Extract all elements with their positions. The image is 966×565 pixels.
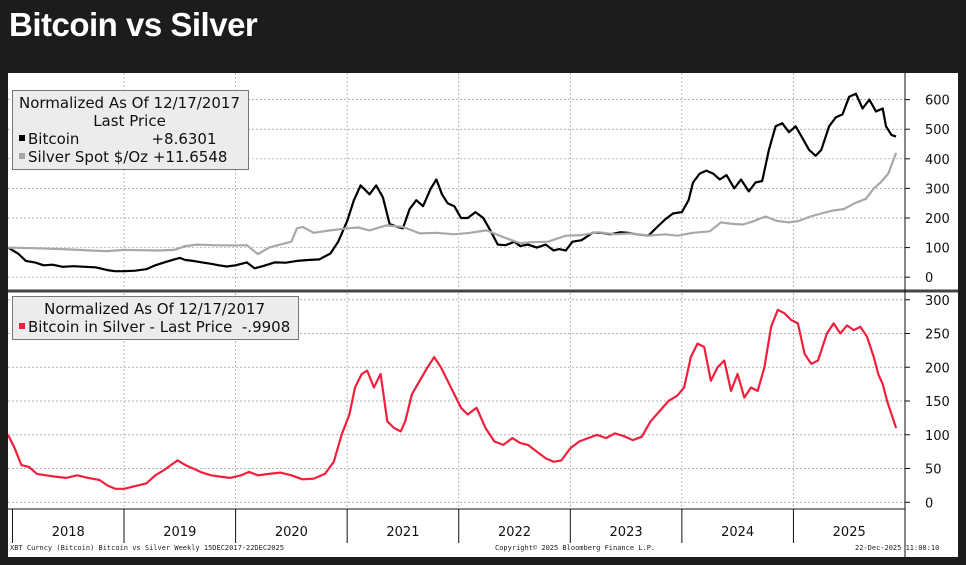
y-tick-label: 200: [925, 361, 950, 376]
bitcoin-swatch: [19, 134, 25, 141]
y-tick-label: 400: [925, 153, 950, 168]
x-tick-label: 2025: [833, 525, 866, 540]
legend-ratio: Bitcoin in Silver - Last Price -.9908: [19, 318, 290, 336]
x-tick-label: 2019: [163, 525, 196, 540]
y-tick-label: 0: [925, 496, 933, 511]
bottom-legend: Normalized As Of 12/17/2017 Bitcoin in S…: [12, 296, 300, 340]
legend-silver-label: Silver Spot $/Oz: [28, 148, 149, 166]
x-tick-label: 2022: [498, 525, 531, 540]
chart-frame: 0 100 200 300 400 500 600 0 50 100 150 200 250 300 201…: [8, 73, 958, 557]
silver-swatch: [19, 152, 25, 159]
y-tick-label: 600: [925, 94, 950, 109]
legend-bitcoin-label: Bitcoin: [28, 130, 80, 148]
top-legend: Normalized As Of 12/17/2017 Last Price B…: [12, 90, 249, 170]
x-tick-label: 2024: [721, 525, 754, 540]
chart-svg: 0 100 200 300 400 500 600 0 50 100 150 200 250 300 201…: [8, 73, 958, 557]
y-tick-label: 250: [925, 328, 950, 343]
y-tick-label: 200: [925, 212, 950, 227]
y-tick-label: 150: [925, 395, 950, 410]
x-tick-label: 2018: [52, 525, 85, 540]
series-line-bitcoin: [8, 92, 897, 273]
series-line-bitcoin-in-silver: [8, 308, 898, 490]
legend-bitcoin-value: +8.6301: [151, 130, 217, 148]
page-title: Bitcoin vs Silver: [9, 6, 258, 43]
y-tick-label: 50: [925, 463, 942, 478]
y-tick-label: 100: [925, 242, 950, 257]
x-tick-label: 2020: [275, 525, 308, 540]
y-tick-label: 300: [925, 294, 950, 309]
y-tick-label: 0: [925, 271, 933, 286]
y-tick-label: 100: [925, 429, 950, 444]
footer-left: XBT Curncy (Bitcoin) Bitcoin vs Silver W…: [10, 544, 284, 552]
bottom-legend-title: Normalized As Of 12/17/2017: [44, 300, 266, 318]
y-tick-label: 300: [925, 182, 950, 197]
legend-bitcoin: Bitcoin +8.6301: [19, 130, 240, 148]
top-legend-subtitle: Last Price: [93, 112, 166, 130]
legend-silver: Silver Spot $/Oz +11.6548: [19, 148, 240, 166]
x-tick-label: 2023: [610, 525, 643, 540]
top-legend-title: Normalized As Of 12/17/2017: [19, 94, 240, 112]
footer-center: Copyright© 2025 Bloomberg Finance L.P.: [495, 544, 656, 552]
series-line-silver-spot-oz: [8, 152, 898, 256]
x-tick-label: 2021: [386, 525, 419, 540]
legend-silver-value: +11.6548: [152, 148, 228, 166]
ratio-swatch: [19, 322, 25, 329]
footer-right: 22-Dec-2025 11:08:10: [855, 544, 940, 552]
legend-ratio-value: -.9908: [241, 318, 291, 336]
legend-ratio-label: Bitcoin in Silver - Last Price: [28, 318, 233, 336]
y-tick-label: 500: [925, 123, 950, 138]
